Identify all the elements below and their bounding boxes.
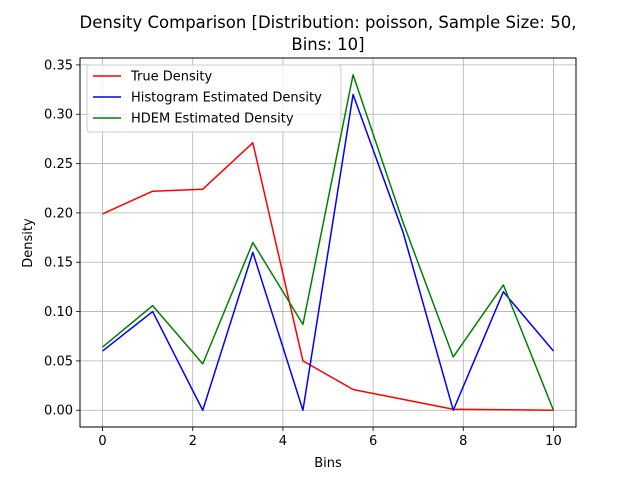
legend-label-0: True Density — [130, 70, 212, 85]
legend-label-1: Histogram Estimated Density — [131, 91, 322, 106]
x-tick-label-3: 6 — [369, 434, 377, 449]
chart-title-line-1: Density Comparison [Distribution: poisso… — [80, 13, 577, 32]
y-tick-label-6: 0.30 — [44, 108, 73, 123]
legend: True Density Histogram Estimated Density H… — [86, 64, 342, 133]
x-tick-label-0: 0 — [98, 434, 106, 449]
series-line-0 — [102, 142, 554, 411]
y-tick-label-5: 0.25 — [44, 157, 73, 172]
x-axis-ticks: 0 2 4 6 8 10 — [98, 427, 562, 449]
series-line-2 — [102, 74, 555, 411]
series-line-1 — [102, 93, 555, 411]
x-tick-label-1: 2 — [189, 434, 197, 449]
y-tick-label-2: 0.10 — [44, 305, 73, 320]
x-tick-label-4: 8 — [459, 434, 467, 449]
series-lines — [102, 74, 555, 411]
x-axis-label: Bins — [314, 456, 342, 471]
legend-box — [86, 64, 342, 133]
y-tick-label-0: 0.00 — [44, 404, 73, 419]
chart-title-line-2: Bins: 10] — [291, 35, 364, 54]
y-axis-label: Density — [21, 218, 36, 268]
legend-label-2: HDEM Estimated Density — [131, 112, 294, 127]
y-tick-label-4: 0.20 — [44, 206, 73, 221]
plot-frame — [79, 57, 577, 428]
x-tick-label-5: 10 — [545, 434, 562, 449]
y-tick-label-3: 0.15 — [44, 256, 73, 271]
y-tick-label-7: 0.35 — [44, 58, 73, 73]
x-tick-label-2: 4 — [279, 434, 287, 449]
y-tick-label-1: 0.05 — [44, 354, 73, 369]
y-axis-ticks: 0.00 0.05 0.10 0.15 0.20 0.25 0.30 0.35 — [44, 58, 80, 419]
